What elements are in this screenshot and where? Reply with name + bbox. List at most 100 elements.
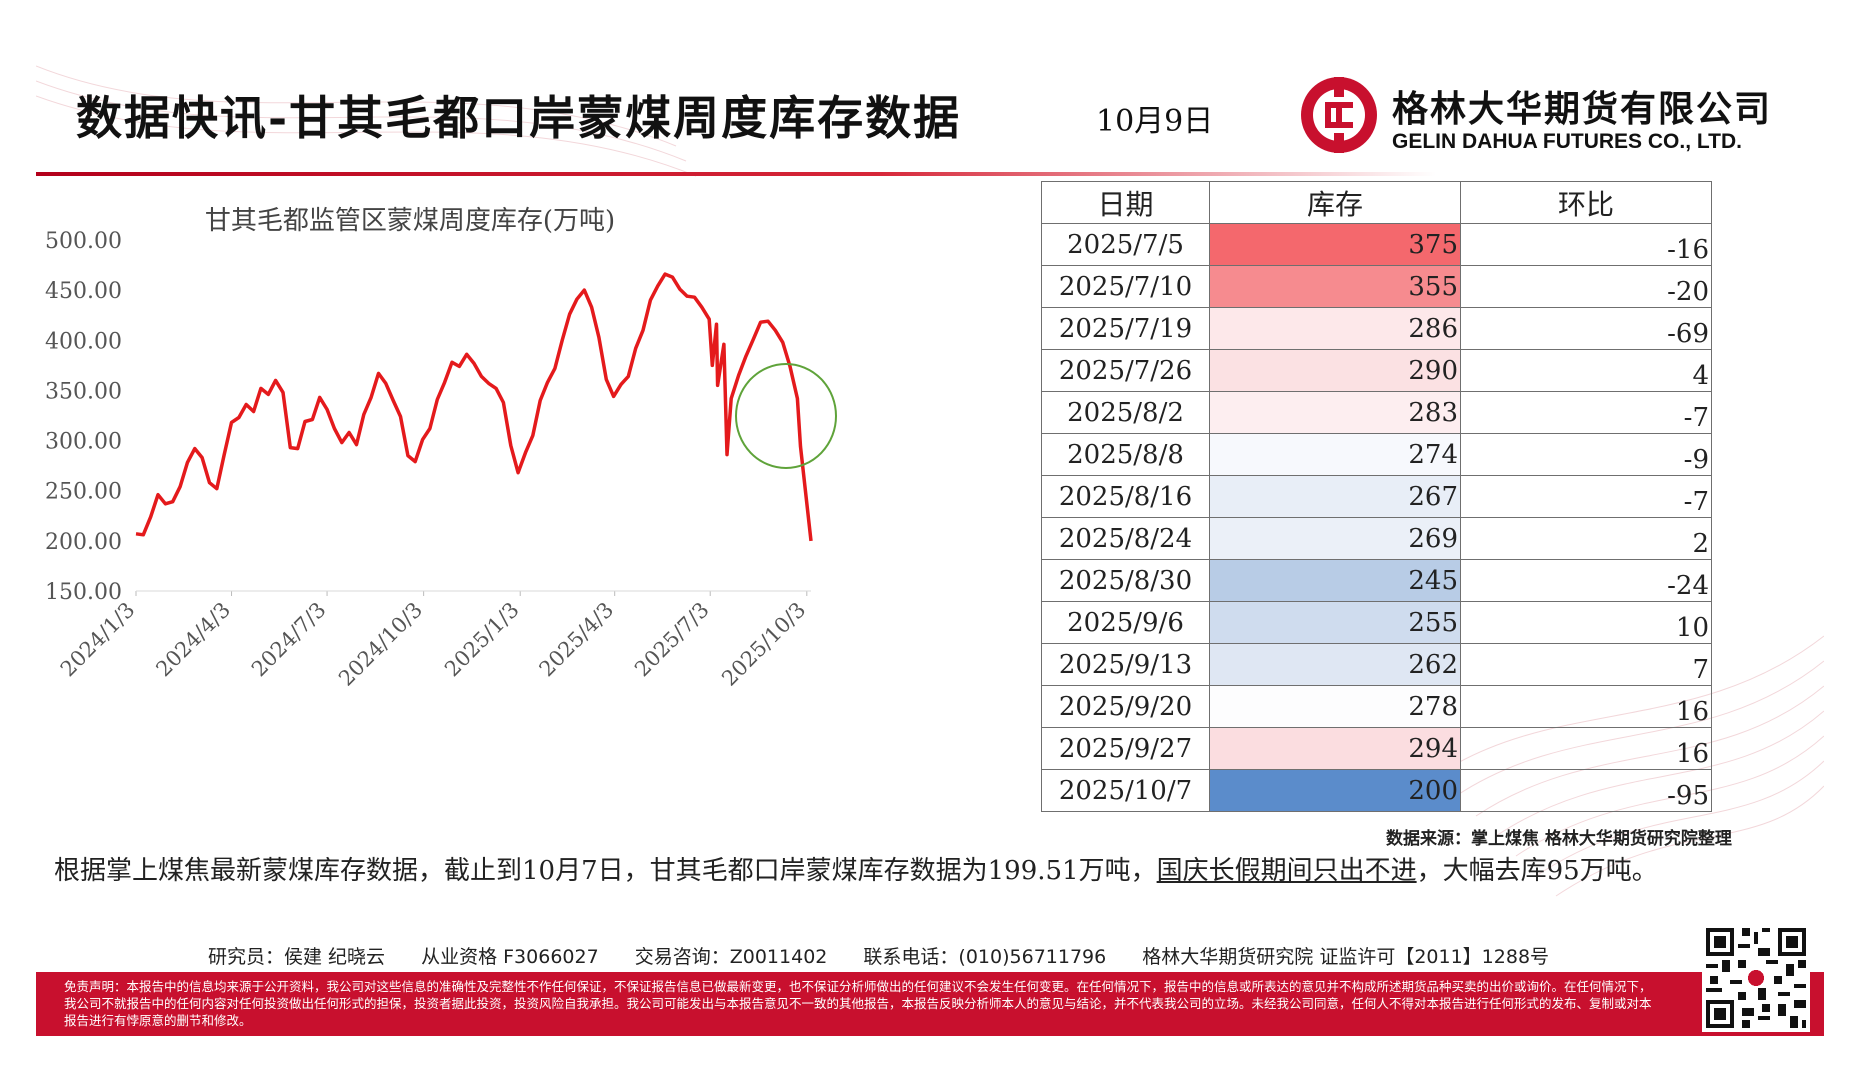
summary-paragraph: 根据掌上煤焦最新蒙煤库存数据，截止到10月7日，甘其毛都口岸蒙煤库存数据为199…	[54, 854, 1774, 888]
cell-inventory: 294	[1209, 727, 1461, 770]
y-tick-label: 250.00	[45, 480, 122, 505]
table-row: 2025/7/5 375 -16	[1041, 223, 1712, 266]
x-tick-label: 2025/1/3	[440, 598, 524, 682]
cell-change: -7	[1460, 391, 1712, 434]
cell-inventory: 290	[1209, 349, 1461, 392]
cell-date: 2025/7/10	[1041, 265, 1210, 308]
cell-date: 2025/8/8	[1041, 433, 1210, 476]
cell-date: 2025/8/16	[1041, 475, 1210, 518]
table-row: 2025/8/24 269 2	[1041, 517, 1712, 560]
cell-inventory: 200	[1209, 769, 1461, 812]
cell-date: 2025/8/24	[1041, 517, 1210, 560]
cell-date: 2025/9/27	[1041, 727, 1210, 770]
cell-change: 7	[1460, 643, 1712, 686]
data-source: 数据来源：掌上煤焦 格林大华期货研究院整理	[1386, 829, 1732, 849]
summary-text-2: ，大幅去库95万吨。	[1416, 856, 1658, 886]
y-tick-label: 500.00	[45, 229, 122, 254]
cell-inventory: 267	[1209, 475, 1461, 518]
y-tick-label: 450.00	[45, 279, 122, 304]
table-row: 2025/8/30 245 -24	[1041, 559, 1712, 602]
highlight-circle	[735, 363, 837, 469]
disclaimer-bar: 免责声明：本报告中的信息均来源于公开资料，我公司对这些信息的准确性及完整性不作任…	[36, 972, 1824, 1036]
x-tick-label: 2024/7/3	[247, 598, 331, 682]
table-row: 2025/9/6 255 10	[1041, 601, 1712, 644]
cell-change: 16	[1460, 685, 1712, 728]
x-tick-label: 2025/7/3	[630, 598, 714, 682]
cell-inventory: 286	[1209, 307, 1461, 350]
table-row: 2025/8/8 274 -9	[1041, 433, 1712, 476]
table-header-row: 日期 库存 环比	[1041, 181, 1712, 224]
x-tick-label: 2024/10/3	[334, 598, 427, 691]
x-tick-label: 2024/4/3	[151, 598, 235, 682]
disclaimer-text: 免责声明：本报告中的信息均来源于公开资料，我公司对这些信息的准确性及完整性不作任…	[64, 979, 1652, 1028]
cell-inventory: 274	[1209, 433, 1461, 476]
chart-title: 甘其毛都监管区蒙煤周度库存(万吨)	[205, 206, 615, 236]
table-row: 2025/9/27 294 16	[1041, 727, 1712, 770]
cell-change: 10	[1460, 601, 1712, 644]
x-tick-label: 2024/1/3	[56, 598, 140, 682]
cell-change: 2	[1460, 517, 1712, 560]
company-logo	[1301, 77, 1377, 153]
cell-change: -16	[1460, 223, 1712, 266]
cell-inventory: 283	[1209, 391, 1461, 434]
qr-code	[1702, 924, 1810, 1032]
trade-consult: 交易咨询：Z0011402	[634, 946, 828, 968]
table-row: 2025/7/10 355 -20	[1041, 265, 1712, 308]
y-tick-label: 300.00	[45, 430, 122, 455]
inventory-table: 日期 库存 环比 2025/7/5 375 -16 2025/7/10 355 -20 20…	[1041, 181, 1712, 812]
cell-change: -9	[1460, 433, 1712, 476]
report-date: 10月9日	[1096, 104, 1214, 139]
cell-change: -24	[1460, 559, 1712, 602]
table-row: 2025/10/7 200 -95	[1041, 769, 1712, 812]
y-tick-label: 400.00	[45, 329, 122, 354]
cell-date: 2025/9/6	[1041, 601, 1210, 644]
x-tick-label: 2025/4/3	[535, 598, 619, 682]
summary-text-1: 根据掌上煤焦最新蒙煤库存数据，截止到10月7日，甘其毛都口岸蒙煤库存数据为199…	[54, 856, 1157, 886]
header-date: 日期	[1041, 181, 1210, 224]
researcher: 研究员：侯建 纪晓云	[208, 946, 386, 968]
summary-highlight: 国庆长假期间只出不进	[1156, 856, 1417, 886]
cell-inventory: 355	[1209, 265, 1461, 308]
cell-date: 2025/8/2	[1041, 391, 1210, 434]
y-tick-label: 150.00	[45, 580, 122, 605]
phone: 联系电话：(010)56711796	[863, 946, 1107, 968]
cell-date: 2025/7/26	[1041, 349, 1210, 392]
x-tick-label: 2025/10/3	[717, 598, 810, 691]
table-row: 2025/9/13 262 7	[1041, 643, 1712, 686]
title-divider	[36, 172, 1436, 176]
table-row: 2025/9/20 278 16	[1041, 685, 1712, 728]
qualification: 从业资格 F3066027	[421, 946, 599, 968]
table-row: 2025/7/19 286 -69	[1041, 307, 1712, 350]
cell-inventory: 255	[1209, 601, 1461, 644]
cell-date: 2025/8/30	[1041, 559, 1210, 602]
cell-change: -20	[1460, 265, 1712, 308]
cell-inventory: 375	[1209, 223, 1461, 266]
cell-date: 2025/10/7	[1041, 769, 1210, 812]
cell-change: 16	[1460, 727, 1712, 770]
header-inventory: 库存	[1209, 181, 1461, 224]
cell-date: 2025/7/19	[1041, 307, 1210, 350]
cell-date: 2025/7/5	[1041, 223, 1210, 266]
header-change: 环比	[1460, 181, 1712, 224]
table-row: 2025/8/2 283 -7	[1041, 391, 1712, 434]
inventory-series-line	[135, 272, 813, 542]
cell-inventory: 269	[1209, 517, 1461, 560]
cell-change: -95	[1460, 769, 1712, 812]
cell-change: 4	[1460, 349, 1712, 392]
cell-change: -69	[1460, 307, 1712, 350]
cell-date: 2025/9/13	[1041, 643, 1210, 686]
cell-inventory: 262	[1209, 643, 1461, 686]
table-row: 2025/8/16 267 -7	[1041, 475, 1712, 518]
cell-inventory: 245	[1209, 559, 1461, 602]
cell-change: -7	[1460, 475, 1712, 518]
brand-name-cn: 格林大华期货有限公司	[1392, 89, 1773, 130]
cell-inventory: 278	[1209, 685, 1461, 728]
table-row: 2025/7/26 290 4	[1041, 349, 1712, 392]
inventory-line-chart: 甘其毛都监管区蒙煤周度库存(万吨) 500.00 450.00 400.00 350.…	[45, 206, 837, 691]
y-tick-label: 350.00	[45, 379, 122, 404]
brand-name-en: GELIN DAHUA FUTURES CO., LTD.	[1392, 130, 1742, 153]
y-tick-label: 200.00	[45, 530, 122, 555]
page-title: 数据快讯-甘其毛都口岸蒙煤周度库存数据	[76, 91, 962, 145]
contact-line: 研究员：侯建 纪晓云 从业资格 F3066027 交易咨询：Z0011402 联…	[208, 942, 1579, 969]
institute-license: 格林大华期货研究院 证监许可【2011】1288号	[1142, 946, 1550, 968]
